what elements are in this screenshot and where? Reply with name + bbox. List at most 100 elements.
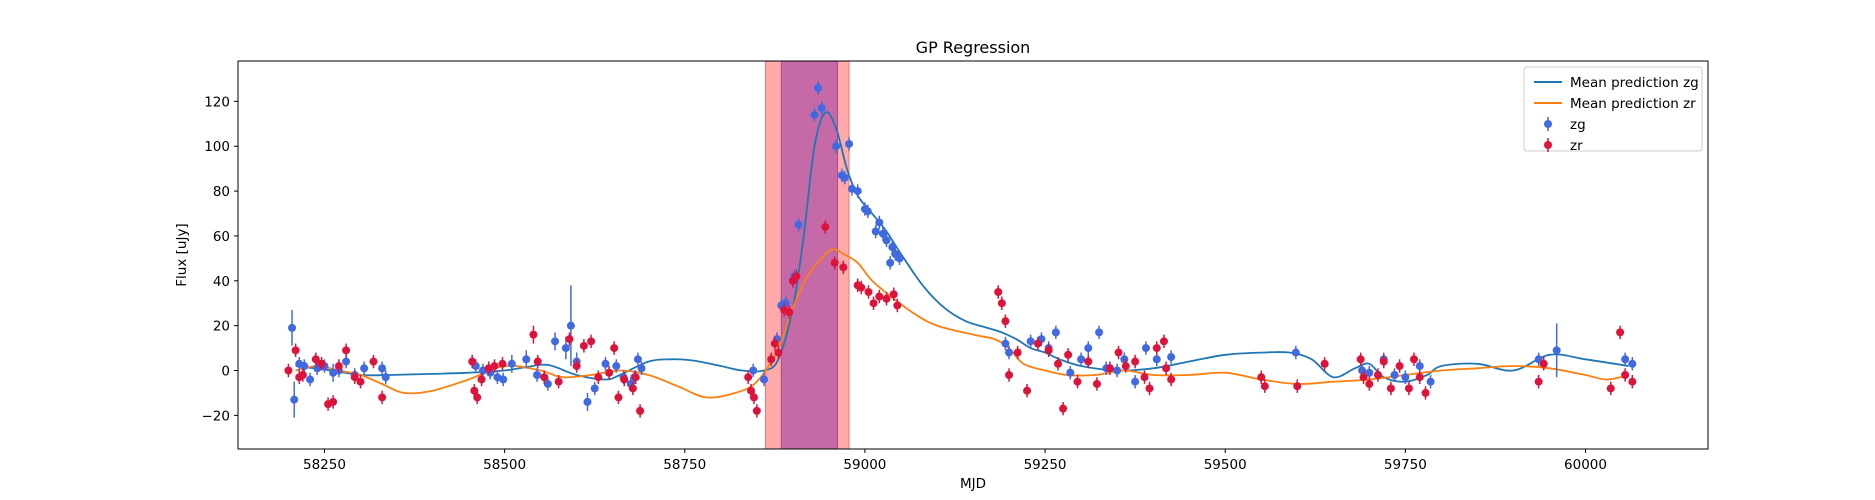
zr-marker [329, 397, 338, 406]
zg-marker [840, 173, 849, 182]
zg-data-point [1051, 325, 1060, 340]
zr-data-point [1162, 361, 1171, 375]
y-tick-label: 0 [221, 364, 230, 380]
zr-marker [369, 357, 378, 366]
zg-data-point [1167, 350, 1176, 364]
zg-marker [1026, 337, 1035, 346]
zr-data-point [1359, 370, 1368, 384]
y-tick-label: 100 [204, 139, 230, 155]
zr-marker [1606, 384, 1615, 393]
zr-marker [1001, 317, 1010, 326]
zr-data-point [477, 372, 486, 387]
zr-marker [1145, 384, 1154, 393]
zr-data-point [1534, 374, 1543, 389]
zr-marker [1534, 377, 1543, 386]
zr-marker [857, 283, 866, 292]
y-tick-label: 60 [213, 229, 230, 245]
zr-marker [631, 373, 640, 382]
zg-data-point [306, 372, 315, 387]
zg-marker [306, 375, 315, 384]
zr-marker [1092, 379, 1101, 388]
zr-marker [473, 393, 482, 402]
zr-data-point [882, 292, 891, 306]
zr-marker [1320, 359, 1329, 368]
zr-data-point [1121, 359, 1130, 373]
zr-marker [882, 294, 891, 303]
mean-prediction-zr-line [295, 248, 1629, 399]
x-tick-label: 59000 [843, 457, 886, 473]
x-tick-label: 59750 [1384, 457, 1427, 473]
zr-data-point [1621, 368, 1630, 382]
zr-marker [1054, 359, 1063, 368]
zr-marker [334, 362, 343, 371]
zg-data-point [1095, 325, 1104, 340]
zg-data-point [1291, 345, 1300, 360]
zg-marker [875, 218, 884, 227]
zg-data-point [360, 361, 369, 375]
zr-marker [785, 308, 794, 317]
zr-data-point [498, 357, 507, 371]
zr-marker [1159, 337, 1168, 346]
zr-data-point [821, 220, 830, 234]
zr-marker [605, 368, 614, 377]
zg-marker [300, 362, 309, 371]
zr-data-point [1395, 359, 1404, 373]
zr-data-point [869, 296, 878, 310]
zr-data-point [529, 325, 538, 344]
zr-marker [767, 355, 776, 364]
zg-marker [1167, 353, 1176, 362]
zr-data-point [620, 372, 629, 387]
zr-data-point [369, 354, 378, 369]
zr-data-point [792, 269, 801, 284]
zg-marker [895, 254, 904, 263]
zr-data-point [540, 370, 549, 384]
zg-marker [1141, 344, 1150, 353]
zg-marker [601, 359, 610, 368]
zr-marker [579, 341, 588, 350]
zr-data-point [864, 285, 873, 299]
zg-marker [749, 366, 758, 375]
zr-marker [1257, 373, 1266, 382]
zr-data-point [614, 390, 623, 405]
zr-data-point [1105, 361, 1114, 375]
zg-marker [1291, 348, 1300, 357]
zr-marker [830, 258, 839, 267]
zr-data-point [329, 395, 338, 409]
zr-data-point [1131, 354, 1140, 369]
zg-data-point [499, 372, 508, 387]
zr-marker [311, 355, 320, 364]
zr-data-point [1145, 381, 1154, 396]
y-tick-label: −20 [202, 408, 231, 424]
zg-marker [342, 357, 351, 366]
zg-marker [1390, 370, 1399, 379]
zr-marker [1013, 348, 1022, 357]
x-tick-labels: 58250 58500 58750 59000 59250 59500 59750 60000 [303, 457, 1607, 473]
zr-marker [1162, 364, 1171, 373]
zg-data-point [1141, 341, 1150, 355]
zr-data-point [1064, 348, 1073, 362]
zr-marker [1152, 344, 1161, 353]
zr-marker [875, 292, 884, 301]
zg-data-point [1390, 368, 1399, 382]
zr-marker [1616, 328, 1625, 337]
zr-marker [1073, 377, 1082, 386]
zr-data-point [579, 339, 588, 353]
zr-data-point [857, 280, 866, 295]
zg-marker [817, 104, 826, 113]
zr-data-point [893, 298, 902, 313]
x-tick-label: 58750 [663, 457, 706, 473]
zr-data-point [334, 359, 343, 373]
x-tick-label: 58250 [303, 457, 346, 473]
zr-data-point [490, 359, 499, 373]
zr-marker [1114, 348, 1123, 357]
zg-data-point [760, 372, 769, 387]
zr-marker [468, 357, 477, 366]
zr-data-point [356, 374, 365, 389]
zr-marker [749, 393, 758, 402]
zr-data-point [1001, 314, 1010, 328]
zg-data-point [1084, 341, 1093, 355]
zg-marker [543, 379, 552, 388]
zr-data-point [587, 334, 596, 349]
zg-data-point [1426, 374, 1435, 389]
zr-marker [1064, 350, 1073, 359]
